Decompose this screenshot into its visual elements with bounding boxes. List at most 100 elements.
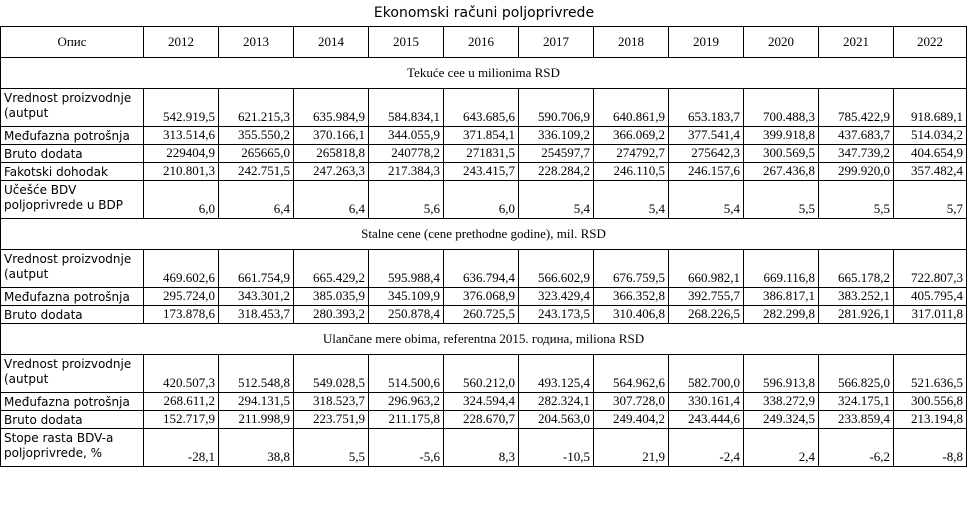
- header-year: 2012: [143, 26, 219, 58]
- value-cell: 317.011,8: [893, 305, 967, 324]
- value-cell: 566.602,9: [518, 249, 594, 288]
- table-row: Bruto dodata 152.717,9 211.998,9 223.751,9 2…: [0, 410, 967, 429]
- header-year: 2022: [893, 26, 967, 58]
- row-label: Vrednost proizvodnje (autput: [0, 249, 144, 288]
- value-cell: 385.035,9: [293, 287, 369, 306]
- value-cell: 233.859,4: [818, 410, 894, 429]
- value-cell: -28,1: [143, 428, 219, 467]
- value-cell: 2,4: [743, 428, 819, 467]
- value-cell: 336.109,2: [518, 126, 594, 145]
- value-cell: 343.301,2: [218, 287, 294, 306]
- value-cell: 282.299,8: [743, 305, 819, 324]
- value-cell: 324.594,4: [443, 392, 519, 411]
- section-row: Tekuće cee u milionima RSD: [0, 57, 967, 89]
- header-row: Опис 2012 2013 2014 2015 2016 2017 2018 …: [0, 26, 967, 58]
- value-cell: 635.984,9: [293, 88, 369, 127]
- row-label: Međufazna potrošnja: [0, 287, 144, 306]
- table-row: Međufazna potrošnja 268.611,2 294.131,5 318…: [0, 392, 967, 411]
- value-cell: 254597,7: [518, 144, 594, 163]
- value-cell: 469.602,6: [143, 249, 219, 288]
- row-label: Bruto dodata: [0, 305, 144, 324]
- value-cell: 549.028,5: [293, 354, 369, 393]
- value-cell: 566.825,0: [818, 354, 894, 393]
- value-cell: 405.795,4: [893, 287, 967, 306]
- value-cell: 514.034,2: [893, 126, 967, 145]
- value-cell: 595.988,4: [368, 249, 444, 288]
- value-cell: 8,3: [443, 428, 519, 467]
- value-cell: 596.913,8: [743, 354, 819, 393]
- table-row: Vrednost proizvodnje (autput 469.602,6 661…: [0, 249, 967, 288]
- value-cell: 21,9: [593, 428, 669, 467]
- value-cell: 918.689,1: [893, 88, 967, 127]
- value-cell: 250.878,4: [368, 305, 444, 324]
- section-title: Ulančane mere obima, referentna 2015. го…: [0, 323, 967, 355]
- value-cell: 313.514,6: [143, 126, 219, 145]
- table-row: Međufazna potrošnja 313.514,6 355.550,2 370…: [0, 126, 967, 145]
- value-cell: 661.754,9: [218, 249, 294, 288]
- table-row: Bruto dodata 229404,9 265665,0 265818,8 2407…: [0, 144, 967, 163]
- value-cell: 338.272,9: [743, 392, 819, 411]
- value-cell: 246.157,6: [668, 162, 744, 181]
- section-title: Tekuće cee u milionima RSD: [0, 57, 967, 89]
- value-cell: 653.183,7: [668, 88, 744, 127]
- header-year: 2019: [668, 26, 744, 58]
- value-cell: 370.166,1: [293, 126, 369, 145]
- value-cell: 243.415,7: [443, 162, 519, 181]
- header-year: 2021: [818, 26, 894, 58]
- value-cell: 294.131,5: [218, 392, 294, 411]
- value-cell: 249.404,2: [593, 410, 669, 429]
- table-title: Ekonomski računi poljoprivrede: [373, 5, 595, 21]
- value-cell: 5,5: [818, 180, 894, 219]
- value-cell: 282.324,1: [518, 392, 594, 411]
- value-cell: 676.759,5: [593, 249, 669, 288]
- value-cell: 318.453,7: [218, 305, 294, 324]
- table-row: Fakotski dohodak 210.801,3 242.751,5 247.26…: [0, 162, 967, 181]
- value-cell: 330.161,4: [668, 392, 744, 411]
- value-cell: 246.110,5: [593, 162, 669, 181]
- value-cell: 324.175,1: [818, 392, 894, 411]
- table-row: Vrednost proizvodnje (autput 420.507,3 512…: [0, 354, 967, 393]
- value-cell: 280.393,2: [293, 305, 369, 324]
- value-cell: 665.178,2: [818, 249, 894, 288]
- value-cell: 323.429,4: [518, 287, 594, 306]
- value-cell: -8,8: [893, 428, 967, 467]
- header-year: 2018: [593, 26, 669, 58]
- value-cell: -10,5: [518, 428, 594, 467]
- value-cell: 173.878,6: [143, 305, 219, 324]
- value-cell: 281.926,1: [818, 305, 894, 324]
- value-cell: 5,5: [743, 180, 819, 219]
- header-year: 2020: [743, 26, 819, 58]
- value-cell: 383.252,1: [818, 287, 894, 306]
- value-cell: 152.717,9: [143, 410, 219, 429]
- value-cell: 643.685,6: [443, 88, 519, 127]
- value-cell: 271831,5: [443, 144, 519, 163]
- section-row: Ulančane mere obima, referentna 2015. го…: [0, 323, 967, 355]
- value-cell: 404.654,9: [893, 144, 967, 163]
- value-cell: 386.817,1: [743, 287, 819, 306]
- value-cell: 493.125,4: [518, 354, 594, 393]
- table-row: Vrednost proizvodnje (autput 542.919,5 621…: [0, 88, 967, 127]
- value-cell: 210.801,3: [143, 162, 219, 181]
- value-cell: 6,0: [443, 180, 519, 219]
- table-row: Učešće BDV poljoprivrede u BDP 6,0 6,4 6,4 5…: [0, 180, 967, 219]
- value-cell: 5,4: [593, 180, 669, 219]
- value-cell: 229404,9: [143, 144, 219, 163]
- value-cell: 268.611,2: [143, 392, 219, 411]
- value-cell: 299.920,0: [818, 162, 894, 181]
- value-cell: 621.215,3: [218, 88, 294, 127]
- value-cell: 6,0: [143, 180, 219, 219]
- value-cell: 584.834,1: [368, 88, 444, 127]
- value-cell: 268.226,5: [668, 305, 744, 324]
- value-cell: 204.563,0: [518, 410, 594, 429]
- value-cell: 5,4: [668, 180, 744, 219]
- value-cell: 260.725,5: [443, 305, 519, 324]
- value-cell: 5,4: [518, 180, 594, 219]
- row-label: Međufazna potrošnja: [0, 392, 144, 411]
- value-cell: 240778,2: [368, 144, 444, 163]
- value-cell: 274792,7: [593, 144, 669, 163]
- value-cell: 371.854,1: [443, 126, 519, 145]
- value-cell: 296.963,2: [368, 392, 444, 411]
- value-cell: 228.284,2: [518, 162, 594, 181]
- row-label: Bruto dodata: [0, 410, 144, 429]
- value-cell: 377.541,4: [668, 126, 744, 145]
